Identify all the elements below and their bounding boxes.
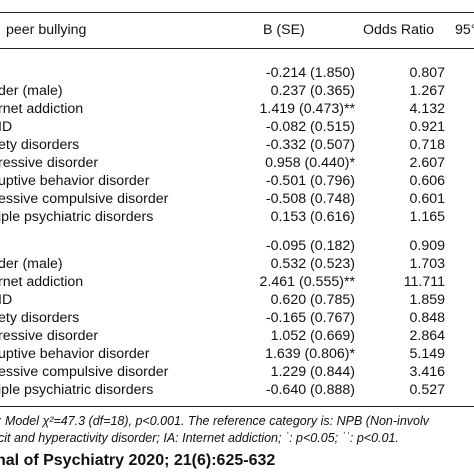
- row-label: iple psychiatric disorders: [0, 209, 154, 225]
- row-odds-ratio: 0.807: [409, 65, 445, 81]
- row-odds-ratio: 4.132: [409, 101, 445, 117]
- row-b-se: -0.082 (0.515): [265, 119, 355, 135]
- row-odds-ratio: 0.606: [409, 173, 445, 189]
- row-b-se: -0.508 (0.748): [265, 191, 355, 207]
- row-odds-ratio: 0.718: [409, 137, 445, 153]
- row-label: der (male): [0, 256, 63, 272]
- row-label: ID: [0, 119, 13, 135]
- row-b-se: 0.620 (0.785): [270, 292, 355, 308]
- row-label: ressive disorder: [0, 328, 99, 344]
- row-odds-ratio: 11.711: [403, 274, 445, 290]
- journal-citation: nal of Psychiatry 2020; 21(6):625-632: [0, 452, 276, 469]
- row-b-se: -0.332 (0.507): [265, 137, 355, 153]
- row-odds-ratio: 1.267: [409, 83, 445, 99]
- header-b-se: B (SE): [263, 22, 305, 38]
- header-rule: [0, 48, 474, 49]
- row-odds-ratio: 2.864: [409, 328, 445, 344]
- row-odds-ratio: 0.909: [409, 238, 445, 254]
- row-odds-ratio: 0.848: [409, 310, 445, 326]
- row-label: ID: [0, 292, 13, 308]
- row-label: uptive behavior disorder: [0, 173, 150, 189]
- row-b-se: 0.532 (0.523): [270, 256, 355, 272]
- header-ci: 95°: [455, 22, 474, 38]
- row-label: iple psychiatric disorders: [0, 382, 154, 398]
- row-b-se: -0.095 (0.182): [265, 238, 355, 254]
- table-note-line-2: cit and hyperactivity disorder; IA: Inte…: [0, 431, 399, 445]
- row-label: ety disorders: [0, 310, 80, 326]
- row-b-se: 1.419 (0.473)**: [259, 101, 355, 117]
- table-top-rule: [0, 12, 474, 13]
- row-label: essive compulsive disorder: [0, 191, 169, 207]
- row-b-se: -0.501 (0.796): [265, 173, 355, 189]
- row-label: rnet addiction: [0, 274, 84, 290]
- row-odds-ratio: 1.859: [409, 292, 445, 308]
- row-b-se: -0.165 (0.767): [265, 310, 355, 326]
- row-label: ressive disorder: [0, 155, 99, 171]
- row-b-se: 1.639 (0.806)*: [265, 346, 355, 362]
- row-odds-ratio: 3.416: [409, 364, 445, 380]
- row-odds-ratio: 5.149: [409, 346, 445, 362]
- row-b-se: 0.958 (0.440)*: [265, 155, 355, 171]
- row-odds-ratio: 0.921: [409, 119, 445, 135]
- row-odds-ratio: 0.527: [409, 382, 445, 398]
- row-label: der (male): [0, 83, 63, 99]
- row-b-se: 0.153 (0.616): [270, 209, 355, 225]
- row-label: uptive behavior disorder: [0, 346, 150, 362]
- row-b-se: 1.229 (0.844): [270, 364, 355, 380]
- row-b-se: 0.237 (0.365): [270, 83, 355, 99]
- row-label: ety disorders: [0, 137, 80, 153]
- row-odds-ratio: 1.165: [409, 209, 445, 225]
- row-odds-ratio: 1.703: [409, 256, 445, 272]
- row-b-se: -0.640 (0.888): [265, 382, 355, 398]
- table-bottom-rule: [0, 406, 474, 407]
- row-b-se: 2.461 (0.555)**: [259, 274, 355, 290]
- header-variable: peer bullying: [6, 22, 87, 38]
- header-odds-ratio: Odds Ratio: [363, 22, 434, 38]
- row-label: essive compulsive disorder: [0, 364, 169, 380]
- table-note-line-1: : Model χ²=47.3 (df=18), p<0.001. The re…: [0, 414, 429, 428]
- row-label: rnet addiction: [0, 101, 84, 117]
- row-b-se: -0.214 (1.850): [265, 65, 355, 81]
- row-b-se: 1.052 (0.669): [270, 328, 355, 344]
- row-odds-ratio: 2.607: [409, 155, 445, 171]
- row-odds-ratio: 0.601: [409, 191, 445, 207]
